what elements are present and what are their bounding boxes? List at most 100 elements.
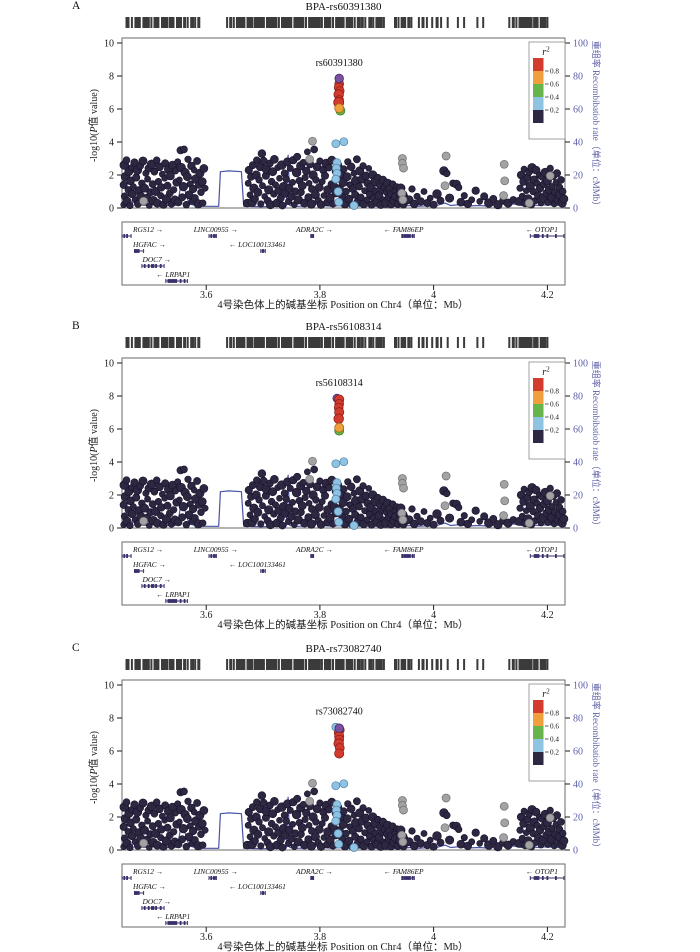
y-right-tick-label: 0 [573, 524, 578, 535]
snp-density-track [125, 659, 549, 670]
x-tick-label: 4.2 [541, 290, 554, 301]
legend-tick-label: 0.6 [550, 723, 559, 731]
lead-snp-label: rs56108314 [316, 378, 363, 389]
legend-tick-label: 0.2 [550, 107, 559, 115]
y-axis-right: 0 20 40 60 80 100 重组率 Recombibatiob rate（单位：cM… [565, 359, 602, 535]
scatter-background-points [119, 787, 569, 852]
x-axis: 3.6 3.8 4 4.2 4号染色体上的碱基坐标 Position on Chr4（单… [200, 927, 554, 952]
y-right-tick-label: 80 [573, 72, 583, 83]
scatter-background-points [119, 145, 569, 210]
panel-a: A BPA-rs60391380 0 2 4 6 8 10 -log10(P值 value)… [0, 0, 700, 318]
section-label-b: B [72, 320, 80, 332]
snp-point [333, 413, 344, 425]
lead-snp-label: rs60391380 [316, 58, 363, 69]
y-left-tick-label: 6 [109, 425, 114, 436]
gene-label: ADRA2C → [295, 867, 333, 876]
scatter-gray-points [139, 136, 555, 208]
y-axis-left: 0 2 4 6 8 10 [104, 359, 122, 535]
gene-track-box [121, 221, 566, 286]
x-tick-label: 3.8 [314, 290, 327, 301]
x-tick-label: 3.6 [200, 932, 213, 943]
x-axis-title: 4号染色体上的碱基坐标 Position on Chr4（单位：Mb） [217, 298, 468, 310]
snp-point [334, 103, 345, 114]
snp-density-track [125, 17, 549, 28]
panel-b: B BPA-rs56108314 0 2 4 6 8 10 -log10(P值 value)… [0, 320, 700, 638]
legend-title: r2 [542, 688, 550, 701]
y-left-tick-label: 10 [104, 39, 114, 50]
gene-label: ← FAM86EP [384, 545, 424, 554]
legend-tick-label: 0.2 [550, 749, 559, 757]
y-axis-left-title: -log10(P值 value) [87, 409, 100, 482]
y-right-tick-label: 40 [573, 780, 583, 791]
y-right-tick-label: 40 [573, 138, 583, 149]
panel-title-c: BPA-rs73082740 [305, 643, 382, 655]
gene-label: ← LOC100133461 [229, 240, 286, 249]
y-right-tick-label: 100 [573, 681, 588, 692]
section-label-c: C [72, 642, 80, 654]
y-axis-right: 0 20 40 60 80 100 重组率 Recombibatiob rate（单位：cM… [565, 681, 602, 857]
gene-label: ← OTOP1 [526, 545, 558, 554]
lead-snp-point [334, 73, 344, 84]
x-axis-title: 4号染色体上的碱基坐标 Position on Chr4（单位：Mb） [217, 618, 468, 630]
y-right-tick-label: 60 [573, 747, 583, 758]
gene-label: HGFAC → [132, 560, 166, 569]
gene-label: ← LRPAP1 [156, 590, 190, 599]
y-right-tick-label: 20 [573, 171, 583, 182]
y-right-tick-label: 100 [573, 39, 588, 50]
y-right-tick-label: 20 [573, 491, 583, 502]
gene-label: ← LRPAP1 [156, 270, 190, 279]
panel-title-a: BPA-rs60391380 [305, 1, 382, 13]
y-axis-left-title: -log10(P值 value) [87, 731, 100, 804]
gene-track: RGS12 → LINC00955 → ADRA2C → ← FAM86EP ← OTO… [121, 863, 566, 928]
peak-points [331, 722, 345, 759]
section-label-a: A [72, 0, 81, 12]
x-tick-label: 3.8 [314, 610, 327, 621]
gene-label: DOC7 → [142, 575, 172, 584]
legend-tick-label: 0.8 [550, 710, 559, 718]
gene-label: ← FAM86EP [384, 867, 424, 876]
peak-points [332, 393, 345, 436]
lead-snp-point [334, 723, 344, 733]
gene-label: ← OTOP1 [526, 225, 558, 234]
locuszoom-chart-c: 0 2 4 6 8 10 -log10(P值 value) 0 20 40 60 80 100 重组率 R… [87, 659, 602, 952]
gene-track: RGS12 → LINC00955 → ADRA2C → ← FAM86EP ← OTO… [121, 221, 566, 286]
gene-label: RGS12 → [132, 867, 163, 876]
y-left-tick-label: 2 [109, 491, 114, 502]
x-tick-label: 3.6 [200, 290, 213, 301]
panel-title-b: BPA-rs56108314 [305, 321, 382, 333]
x-tick-label: 4.2 [541, 932, 554, 943]
scatter-background-points [119, 465, 569, 530]
legend-tick-label: 0.2 [550, 427, 559, 435]
x-tick-label: 4 [431, 290, 436, 301]
locuszoom-chart-a: 0 2 4 6 8 10 -log10(P值 value) 0 20 40 60 80 100 重组率 R… [87, 17, 602, 310]
snp-point [334, 748, 345, 759]
legend-tick-label: 0.4 [550, 736, 559, 744]
gene-label: DOC7 → [142, 255, 172, 264]
scatter-gray-points [139, 778, 555, 850]
gene-label: ← OTOP1 [526, 867, 558, 876]
y-left-tick-label: 4 [109, 780, 114, 791]
x-axis: 3.6 3.8 4 4.2 4号染色体上的碱基坐标 Position on Chr4（单… [200, 605, 554, 630]
legend: r2 0.8 0.6 0.4 0.2 [528, 683, 566, 782]
y-right-tick-label: 40 [573, 458, 583, 469]
gene-label: ← LRPAP1 [156, 912, 190, 921]
panel-c: C BPA-rs73082740 0 2 4 6 8 10 -log10(P值 value)… [0, 642, 700, 952]
scatter-gray-points [139, 456, 555, 528]
y-left-tick-label: 2 [109, 171, 114, 182]
y-left-tick-label: 8 [109, 714, 114, 725]
gene-label: ← FAM86EP [384, 225, 424, 234]
y-axis-left-title: -log10(P值 value) [87, 89, 100, 162]
gene-label: HGFAC → [132, 882, 166, 891]
lead-snp-label: rs73082740 [316, 707, 363, 718]
gene-track: RGS12 → LINC00955 → ADRA2C → ← FAM86EP ← OTO… [121, 541, 566, 606]
y-axis-right-title: 重组率 Recombibatiob rate（单位：cMMb） [591, 41, 602, 210]
x-tick-label: 4 [431, 932, 436, 943]
scatter-lightblue-points [331, 779, 359, 852]
y-left-tick-label: 4 [109, 138, 114, 149]
y-right-tick-label: 80 [573, 392, 583, 403]
y-right-tick-label: 20 [573, 813, 583, 824]
gene-track-box [121, 863, 566, 928]
y-axis-left: 0 2 4 6 8 10 [104, 681, 122, 857]
y-left-tick-label: 0 [109, 846, 114, 857]
